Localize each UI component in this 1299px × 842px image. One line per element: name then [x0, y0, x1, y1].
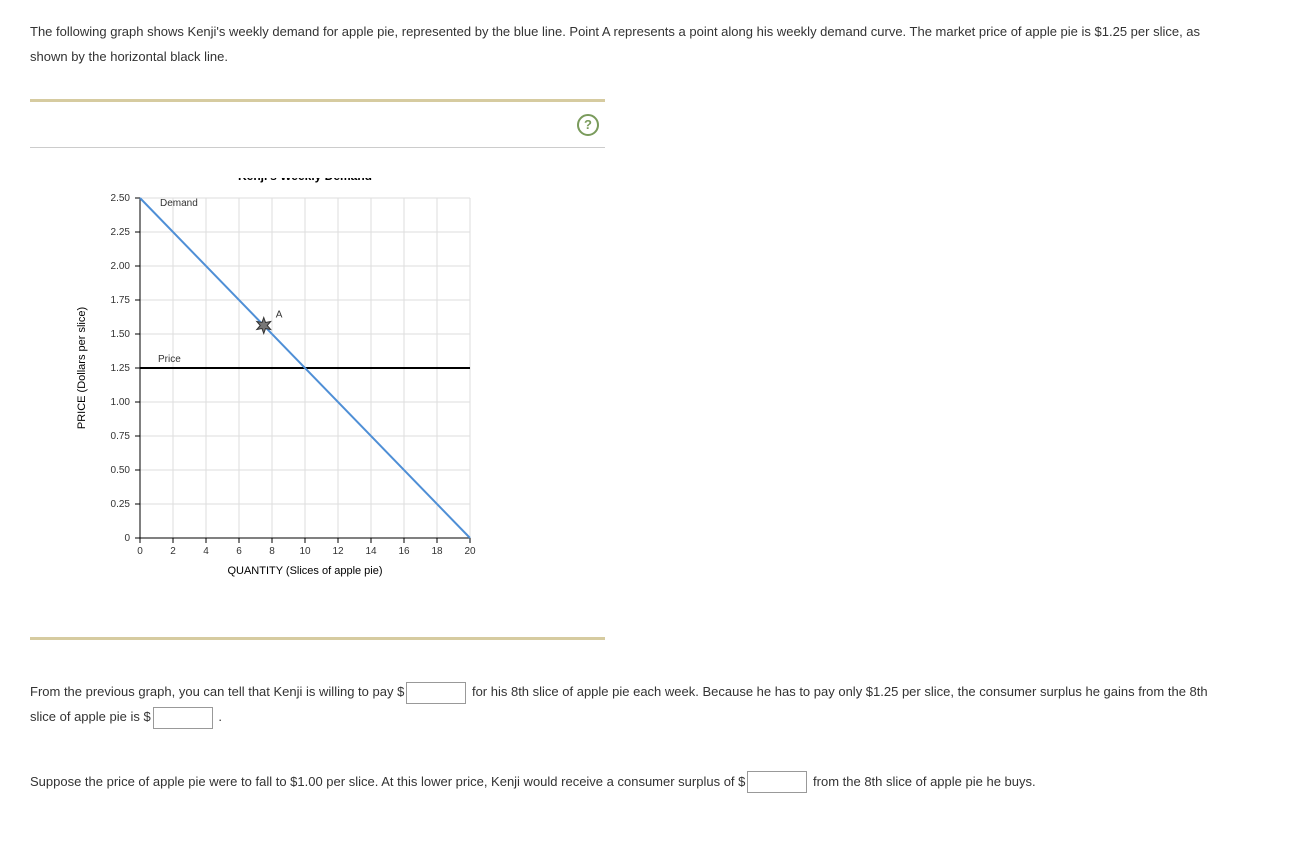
svg-text:1.25: 1.25 — [111, 363, 131, 374]
svg-text:4: 4 — [203, 546, 209, 557]
question-2: Suppose the price of apple pie were to f… — [30, 770, 1210, 795]
svg-text:QUANTITY (Slices of apple pie): QUANTITY (Slices of apple pie) — [227, 565, 382, 577]
svg-text:2.50: 2.50 — [111, 193, 131, 204]
svg-text:1.75: 1.75 — [111, 295, 131, 306]
intro-text: The following graph shows Kenji's weekly… — [30, 24, 1200, 64]
q2-text-1: Suppose the price of apple pie were to f… — [30, 774, 735, 789]
svg-text:0.25: 0.25 — [111, 499, 131, 510]
svg-text:2.25: 2.25 — [111, 227, 131, 238]
divider-bottom — [30, 637, 605, 640]
q1-input-surplus[interactable] — [153, 707, 213, 729]
svg-text:20: 20 — [464, 546, 476, 557]
svg-text:16: 16 — [398, 546, 410, 557]
svg-text:18: 18 — [431, 546, 443, 557]
currency-symbol: $ — [397, 684, 404, 699]
svg-text:2: 2 — [170, 546, 176, 557]
svg-text:1.00: 1.00 — [111, 397, 131, 408]
svg-text:0.75: 0.75 — [111, 431, 131, 442]
q1-text-3: . — [218, 709, 222, 724]
currency-symbol: $ — [738, 774, 745, 789]
q2-text-2: from the 8th slice of apple pie he buys. — [813, 774, 1036, 789]
svg-text:A: A — [276, 310, 283, 321]
svg-text:0.50: 0.50 — [111, 465, 131, 476]
toolbar: ? — [30, 102, 605, 148]
graph-section: ? 0 2 4 6 8 10 12 14 16 18 20 0 0.25 0.50 0.75 1.00 1.25… — [30, 99, 605, 640]
svg-text:12: 12 — [332, 546, 344, 557]
question-1: From the previous graph, you can tell th… — [30, 680, 1210, 730]
svg-text:PRICE (Dollars per slice): PRICE (Dollars per slice) — [76, 307, 88, 429]
demand-chart: 0 2 4 6 8 10 12 14 16 18 20 0 0.25 0.50 0.75 1.00 1.25 1.… — [30, 178, 510, 598]
svg-text:Demand: Demand — [160, 198, 198, 209]
chart-container: 0 2 4 6 8 10 12 14 16 18 20 0 0.25 0.50 0.75 1.00 1.25 1.… — [30, 148, 605, 637]
svg-text:0: 0 — [137, 546, 143, 557]
svg-text:10: 10 — [299, 546, 311, 557]
svg-text:0: 0 — [124, 533, 130, 544]
help-icon[interactable]: ? — [577, 114, 599, 136]
svg-text:1.50: 1.50 — [111, 329, 131, 340]
svg-text:2.00: 2.00 — [111, 261, 131, 272]
svg-text:6: 6 — [236, 546, 242, 557]
svg-text:8: 8 — [269, 546, 275, 557]
svg-text:Price: Price — [158, 354, 181, 365]
q1-text-1: From the previous graph, you can tell th… — [30, 684, 393, 699]
q1-input-willing-to-pay[interactable] — [406, 682, 466, 704]
intro-paragraph: The following graph shows Kenji's weekly… — [30, 20, 1210, 69]
svg-text:14: 14 — [365, 546, 377, 557]
q2-input-surplus[interactable] — [747, 771, 807, 793]
svg-text:Kenji's Weekly Demand: Kenji's Weekly Demand — [238, 178, 372, 183]
currency-symbol: $ — [143, 709, 150, 724]
